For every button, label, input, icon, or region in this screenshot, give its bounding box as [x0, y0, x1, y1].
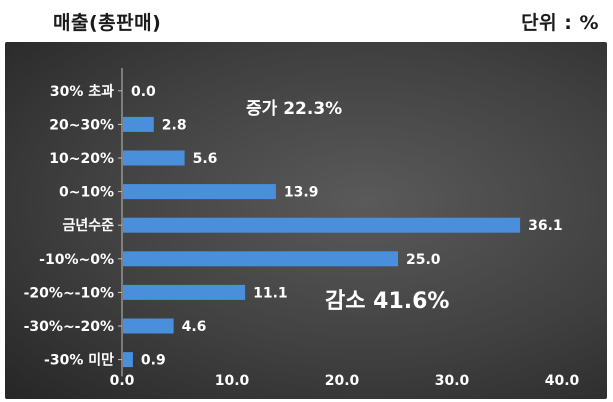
x-tick-label: 0.0 — [110, 373, 135, 389]
x-tick-label: 20.0 — [325, 373, 360, 389]
bar — [123, 150, 185, 166]
x-tick-label: 40.0 — [545, 373, 580, 389]
category-label: 20~30% — [49, 117, 114, 133]
category-label: 금년수준 — [62, 218, 114, 234]
value-label: 13.9 — [284, 185, 319, 201]
value-label: 0.0 — [131, 84, 156, 100]
bar-chart: 30% 초과 0.0 20~30% 2.8 10~20% 5.6 0~10% 13.9 금년수준… — [24, 68, 580, 389]
category-label: 0~10% — [59, 185, 114, 201]
bar — [123, 184, 276, 200]
bar — [123, 217, 521, 233]
value-label: 11.1 — [253, 285, 288, 301]
x-tick-label: 30.0 — [435, 373, 470, 389]
increase-annotation: 증가 22.3% — [246, 99, 342, 119]
category-label: -20%~-10% — [24, 285, 114, 301]
unit-label: 단위 : % — [521, 12, 599, 34]
bar — [123, 116, 154, 132]
bar — [123, 318, 174, 334]
x-tick-label: 10.0 — [215, 373, 250, 389]
bar — [123, 251, 398, 267]
bar — [123, 352, 133, 368]
decrease-annotation: 감소 41.6% — [325, 289, 449, 314]
bar — [123, 284, 246, 300]
category-label: -30%~-20% — [24, 319, 114, 335]
value-label: 5.6 — [193, 151, 218, 167]
category-label: -30% 미만 — [44, 353, 114, 369]
category-label: 30% 초과 — [50, 84, 114, 100]
chart-panel: 30% 초과 0.0 20~30% 2.8 10~20% 5.6 0~10% 13.9 금년수준… — [5, 42, 607, 399]
sales-title: 매출(총판매) — [53, 12, 162, 34]
category-label: 10~20% — [49, 151, 114, 167]
value-label: 2.8 — [162, 117, 187, 133]
value-label: 25.0 — [406, 252, 441, 268]
value-label: 36.1 — [528, 218, 563, 234]
value-label: 0.9 — [141, 353, 166, 369]
value-label: 4.6 — [182, 319, 207, 335]
category-label: -10%~0% — [39, 252, 114, 268]
